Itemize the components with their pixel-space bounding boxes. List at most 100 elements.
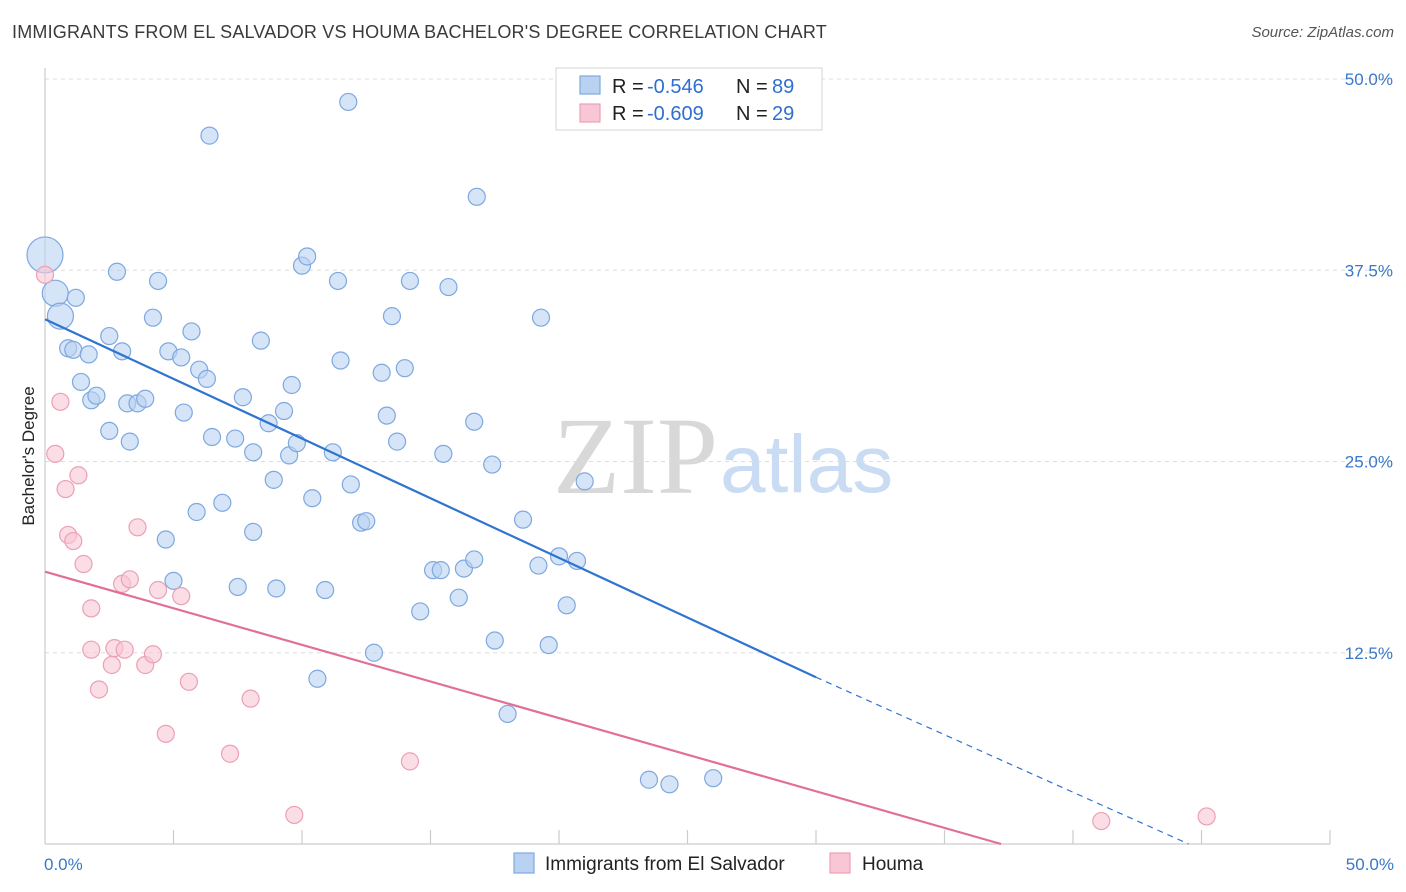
point-el-salvador-29 bbox=[187, 502, 206, 522]
point-el-salvador-49 bbox=[316, 580, 335, 600]
point-el-salvador-66 bbox=[431, 561, 450, 580]
point-houma-27 bbox=[1092, 811, 1111, 831]
point-houma-4 bbox=[69, 466, 88, 485]
point-houma-19 bbox=[148, 580, 168, 600]
point-el-salvador-12 bbox=[100, 326, 119, 346]
legend-n-value-1: 89 bbox=[772, 76, 794, 98]
point-el-salvador-80 bbox=[539, 635, 558, 655]
point-el-salvador-37 bbox=[251, 331, 270, 350]
series-legend-label-pink: Houma bbox=[862, 854, 924, 875]
point-el-salvador-16 bbox=[100, 421, 119, 440]
x-tick-label-max: 50.0% bbox=[1346, 855, 1394, 874]
point-houma-7 bbox=[74, 554, 93, 574]
point-el-salvador-53 bbox=[341, 475, 360, 494]
point-el-salvador-21 bbox=[172, 348, 191, 367]
y-axis-title: Bachelor's Degree bbox=[19, 386, 38, 525]
point-el-salvador-5 bbox=[64, 340, 83, 359]
series-legend: Immigrants from El Salvador Houma bbox=[513, 852, 924, 875]
point-el-salvador-22 bbox=[182, 322, 201, 341]
watermark-atlas: atlas bbox=[720, 419, 893, 510]
y-tick-label-1: 25.0% bbox=[1345, 453, 1393, 472]
legend-r-value-2: -0.609 bbox=[647, 103, 704, 125]
point-el-salvador-85 bbox=[639, 770, 659, 789]
point-el-salvador-7 bbox=[71, 372, 91, 392]
trend-line-el-salvador-extension bbox=[815, 676, 1189, 845]
point-el-salvador-36 bbox=[244, 522, 263, 541]
point-el-salvador-64 bbox=[411, 602, 430, 621]
point-el-salvador-32 bbox=[226, 429, 245, 448]
chart-title: IMMIGRANTS FROM EL SALVADOR VS HOUMA BAC… bbox=[12, 22, 827, 42]
point-el-salvador-54 bbox=[339, 92, 358, 112]
point-houma-14 bbox=[115, 640, 134, 659]
point-el-salvador-30 bbox=[200, 126, 219, 145]
point-el-salvador-48 bbox=[308, 669, 327, 688]
point-el-salvador-3 bbox=[66, 288, 85, 307]
point-el-salvador-10 bbox=[107, 262, 127, 281]
point-houma-2 bbox=[46, 444, 65, 463]
point-el-salvador-76 bbox=[498, 704, 517, 724]
point-el-salvador-15 bbox=[136, 389, 155, 408]
point-el-salvador-69 bbox=[449, 588, 468, 607]
point-el-salvador-43 bbox=[282, 375, 301, 395]
point-el-salvador-1 bbox=[41, 279, 69, 307]
point-houma-22 bbox=[179, 672, 199, 691]
point-el-salvador-41 bbox=[274, 401, 294, 421]
series-legend-swatch-pink bbox=[829, 852, 851, 874]
point-el-salvador-34 bbox=[233, 388, 252, 407]
point-el-salvador-72 bbox=[465, 412, 484, 431]
trend-line-houma bbox=[44, 570, 1002, 846]
point-el-salvador-6 bbox=[79, 345, 98, 364]
point-el-salvador-58 bbox=[372, 363, 391, 382]
legend-r-label-1: R = bbox=[612, 76, 644, 98]
point-el-salvador-81 bbox=[549, 547, 569, 566]
trend-line-el-salvador bbox=[44, 318, 817, 679]
point-el-salvador-75 bbox=[483, 455, 502, 474]
point-el-salvador-71 bbox=[465, 550, 484, 569]
point-houma-20 bbox=[156, 724, 175, 743]
point-houma-26 bbox=[400, 752, 420, 771]
point-el-salvador-51 bbox=[328, 271, 348, 291]
point-el-salvador-39 bbox=[264, 470, 283, 489]
legend-n-value-2: 29 bbox=[772, 103, 794, 125]
point-houma-21 bbox=[172, 587, 191, 606]
point-el-salvador-59 bbox=[377, 406, 396, 425]
point-el-salvador-35 bbox=[244, 443, 263, 462]
point-houma-0 bbox=[35, 265, 55, 284]
point-el-salvador-68 bbox=[439, 277, 458, 297]
point-houma-9 bbox=[82, 640, 101, 659]
scatter-points bbox=[26, 92, 1216, 831]
y-tick-label-2: 37.5% bbox=[1345, 261, 1393, 280]
legend-swatch-pink bbox=[579, 103, 601, 123]
point-el-salvador-84 bbox=[575, 472, 594, 491]
point-el-salvador-77 bbox=[513, 510, 533, 529]
point-el-salvador-74 bbox=[485, 631, 504, 650]
point-houma-23 bbox=[220, 744, 240, 763]
point-el-salvador-62 bbox=[395, 359, 414, 378]
point-houma-10 bbox=[89, 680, 109, 699]
point-el-salvador-26 bbox=[202, 427, 222, 447]
legend-r-label-2: R = bbox=[612, 103, 644, 125]
point-houma-11 bbox=[102, 655, 121, 675]
point-el-salvador-52 bbox=[331, 351, 350, 370]
point-el-salvador-33 bbox=[228, 577, 247, 597]
legend-n-label-1: N = bbox=[736, 76, 768, 98]
source-credit: Source: ZipAtlas.com bbox=[1251, 24, 1394, 41]
point-el-salvador-19 bbox=[148, 271, 168, 291]
series-legend-swatch-blue bbox=[513, 852, 535, 874]
point-el-salvador-87 bbox=[704, 769, 723, 788]
point-houma-3 bbox=[56, 479, 75, 499]
point-el-salvador-46 bbox=[298, 247, 317, 266]
point-el-salvador-57 bbox=[364, 643, 384, 662]
stats-legend: R = -0.546 N = 89 R = -0.609 N = 29 bbox=[555, 67, 823, 131]
point-houma-15 bbox=[120, 570, 139, 589]
point-houma-16 bbox=[128, 518, 147, 537]
point-houma-18 bbox=[143, 645, 163, 664]
x-axis-ticks bbox=[172, 830, 1331, 844]
point-houma-24 bbox=[241, 689, 260, 708]
point-houma-28 bbox=[1197, 807, 1216, 826]
point-el-salvador-73 bbox=[467, 187, 486, 206]
point-el-salvador-25 bbox=[197, 369, 217, 388]
watermark-zip: ZIP bbox=[553, 395, 718, 517]
point-el-salvador-63 bbox=[400, 271, 420, 291]
